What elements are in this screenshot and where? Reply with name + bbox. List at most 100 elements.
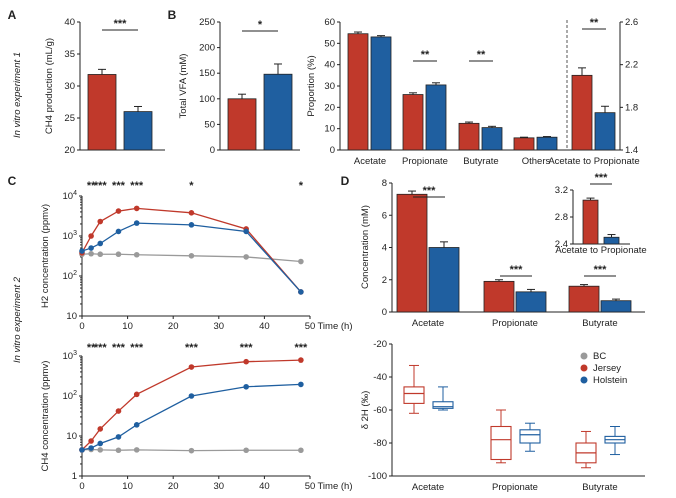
a-bar-jersey <box>87 74 117 151</box>
d1-y-axis-tick-label: 2 <box>382 275 387 286</box>
b2-bar-jersey <box>513 137 535 151</box>
c1-y-tick-exponent: 2 <box>73 270 77 277</box>
a-significance: *** <box>114 18 128 30</box>
d1-bar-holstein <box>428 247 460 313</box>
c2-point-holstein <box>115 434 122 440</box>
c2-y-axis-label: CH4 concentration (ppmv) <box>40 361 51 472</box>
c1-significance: * <box>189 180 194 192</box>
c1-point-jersey <box>115 208 122 214</box>
b1-y-axis-tick-label: 0 <box>210 145 215 156</box>
d1-y-axis-tick-label: 8 <box>382 178 387 189</box>
d1-bar-jersey <box>483 280 515 313</box>
c2-point-holstein <box>298 381 304 388</box>
c2-point-jersey <box>243 358 249 365</box>
d1-y-axis-tick-label: 6 <box>382 210 387 221</box>
d-inset-y-axis-tick-label: 3.2 <box>555 185 568 196</box>
c2-y-tick-label: 102 <box>63 390 78 402</box>
panel-label-d: D <box>341 174 350 188</box>
c2-point-holstein <box>88 445 94 451</box>
c1-point-holstein <box>115 228 122 235</box>
c1-x-axis-label: Time (h) <box>317 321 352 332</box>
b2-bar-holstein <box>425 84 447 151</box>
c1-x-tick-label: 10 <box>122 321 133 332</box>
c1-point-bc <box>243 254 249 260</box>
c1-y-axis-label: H2 concentration (ppmv) <box>40 204 51 308</box>
b2-category-label: Butyrate <box>463 156 498 167</box>
b2-bar-holstein <box>481 127 503 151</box>
c2-point-bc <box>115 447 122 454</box>
c2-significance: *** <box>185 342 199 354</box>
b1-y-axis-tick-label: 200 <box>199 43 215 54</box>
c2-significance: *** <box>294 342 308 354</box>
c2-point-jersey <box>97 426 104 432</box>
c2-x-tick-label: 30 <box>214 481 225 492</box>
c1-point-bc <box>298 258 304 265</box>
d1-bar-jersey <box>568 285 600 313</box>
c2-x-tick-label: 10 <box>122 481 133 492</box>
c2-point-holstein <box>97 440 104 447</box>
c2-point-bc <box>188 447 195 454</box>
c1-y-tick-exponent: 3 <box>73 230 77 237</box>
d2-y-axis-label: δ 2H (‰) <box>360 391 371 430</box>
b2-bar-holstein <box>536 136 558 151</box>
legend-label-jersey: Jersey <box>593 363 621 374</box>
legend-label-holstein: Holstein <box>593 375 627 386</box>
d1-significance: *** <box>510 264 524 276</box>
d2-box-holstein <box>519 429 541 444</box>
d1-bar-jersey <box>396 193 428 313</box>
b2-y-axis-tick-label: 50 <box>324 38 335 49</box>
d1-bar-holstein <box>600 300 632 313</box>
c2-point-holstein <box>79 447 85 453</box>
b2-y-axis-tick-label: 30 <box>324 81 335 92</box>
d2-category-label: Acetate <box>412 482 444 493</box>
b2-bar-jersey <box>402 94 424 151</box>
b2-category-label: Acetate <box>354 156 386 167</box>
c1-x-tick-label: 40 <box>259 321 270 332</box>
b3-significance: ** <box>590 17 599 29</box>
legend-marker-bc <box>580 352 588 360</box>
d-inset-category-label: Acetate to Propionate <box>555 245 646 256</box>
c1-point-holstein <box>79 248 85 254</box>
d1-category-label: Propionate <box>492 318 538 329</box>
b3-bar-holstein <box>594 112 616 151</box>
a-y-axis-tick-label: 20 <box>64 145 75 156</box>
c2-line-jersey <box>81 359 301 451</box>
b2-y-axis-tick-label: 40 <box>324 60 335 71</box>
c1-x-tick-label: 50 <box>305 321 316 332</box>
d2-y-axis-tick-label: -80 <box>373 438 387 449</box>
c2-point-bc <box>133 447 140 453</box>
c2-y-tick-exponent: 3 <box>73 350 77 357</box>
experiment-2-label: In vitro experiment 2 <box>12 276 23 363</box>
b1-y-axis-label: Total VFA (mM) <box>178 54 189 119</box>
c2-significance: *** <box>240 342 254 354</box>
a-y-axis-tick-label: 25 <box>64 113 75 124</box>
d2-box-jersey <box>403 386 425 404</box>
panel-label-b: B <box>168 8 177 22</box>
d1-significance: *** <box>423 185 437 197</box>
c2-point-bc <box>243 447 249 454</box>
d2-y-axis-tick-label: -60 <box>373 405 387 416</box>
b2-category-label: Others <box>522 156 551 167</box>
c2-y-tick-label: 10 <box>66 431 77 442</box>
c1-y-tick-label: 102 <box>63 270 78 282</box>
c2-y-tick-label: 1 <box>72 471 77 482</box>
b2-y-axis-label: Proportion (%) <box>306 55 317 116</box>
c2-x-tick-label: 0 <box>79 481 84 492</box>
c1-point-holstein <box>243 228 249 235</box>
legend-marker-holstein <box>580 376 588 384</box>
b1-y-axis-tick-label: 100 <box>199 94 215 105</box>
d2-category-label: Propionate <box>492 482 538 493</box>
c1-point-holstein <box>298 289 304 295</box>
d1-bar-holstein <box>515 291 547 313</box>
c2-x-tick-label: 40 <box>259 481 270 492</box>
c2-y-tick-exponent: 2 <box>73 390 77 397</box>
experiment-1-label: In vitro experiment 1 <box>12 52 23 138</box>
c1-y-tick-label: 103 <box>63 230 78 242</box>
c2-point-bc <box>298 447 304 454</box>
c2-point-jersey <box>133 391 140 398</box>
b2-y-axis-tick-label: 20 <box>324 102 335 113</box>
c1-point-bc <box>97 251 104 258</box>
b3-y-axis-tick-label: 2.6 <box>625 17 638 28</box>
b1-y-axis-tick-label: 50 <box>204 119 215 130</box>
c2-y-tick-label: 103 <box>63 350 78 362</box>
